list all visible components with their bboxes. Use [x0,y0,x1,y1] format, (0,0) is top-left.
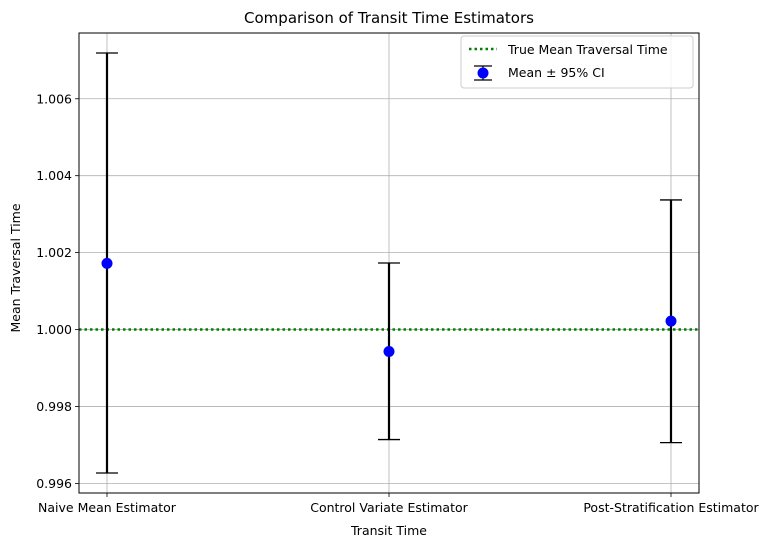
x-tick-label: Naive Mean Estimator [38,500,177,515]
x-tick-label: Control Variate Estimator [310,500,468,515]
legend-reference-line-label: True Mean Traversal Time [507,42,668,57]
chart-title: Comparison of Transit Time Estimators [244,9,534,27]
errorbar-group [378,262,400,441]
legend-box [460,35,694,89]
data-point [101,257,113,269]
data-point [665,315,677,327]
errorbar-group [96,52,118,474]
errorbar-group [660,199,682,444]
x-tick-label: Post-Stratification Estimator [583,500,759,515]
y-tick-label: 1.000 [36,322,72,337]
x-axis-label: Transit Time [350,523,427,538]
y-tick-label: 1.002 [36,245,72,260]
y-tick-label: 0.996 [36,476,72,491]
y-tick-label: 1.004 [36,168,72,183]
y-tick-label: 1.006 [36,91,72,106]
legend-series-label: Mean ± 95% CI [508,65,605,80]
legend-errorbar-swatch [474,65,492,81]
data-point [383,345,395,357]
y-axis-label: Mean Traversal Time [8,203,23,332]
legend: True Mean Traversal Time Mean ± 95% CI [460,35,694,89]
data-layer [96,52,682,474]
y-tick-label: 0.998 [36,399,72,414]
ticks-layer: 0.996 0.998 1.000 1.002 1.004 1.006 Naive Mean… [36,91,759,515]
